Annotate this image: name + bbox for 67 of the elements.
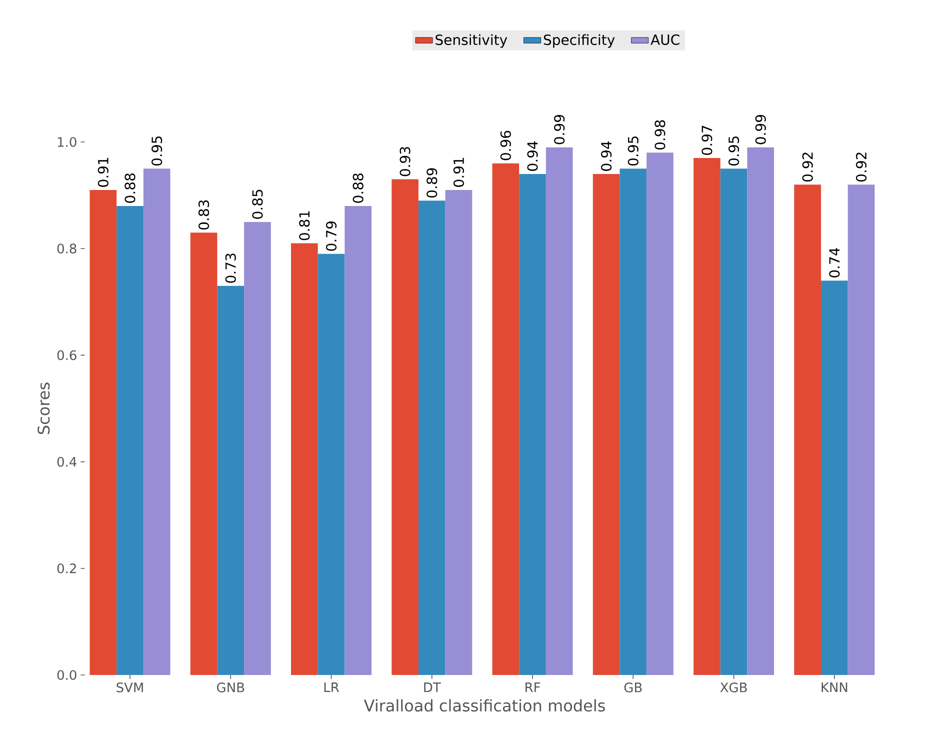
y-tick-label: 0.2 (57, 563, 76, 574)
bar (291, 243, 318, 675)
bar (90, 190, 117, 675)
bar (620, 168, 647, 675)
y-tick-label: 1.0 (58, 137, 76, 147)
data-label: 0.93 (400, 147, 410, 176)
y-tick-label: 0.0 (57, 670, 76, 680)
bar (445, 190, 472, 675)
data-label: 0.92 (856, 152, 867, 182)
x-tick-label: RF (526, 682, 540, 692)
data-label: 0.94 (527, 141, 538, 171)
data-label: 0.85 (252, 190, 263, 219)
data-label: 0.89 (426, 168, 438, 198)
bar (143, 168, 170, 675)
bar (244, 222, 271, 675)
bar (820, 280, 848, 675)
data-label: 0.74 (829, 248, 840, 278)
data-label: 0.91 (453, 158, 464, 187)
y-axis-title: Scores (38, 382, 50, 434)
data-label: 0.88 (352, 174, 364, 203)
x-tick-label: GNB (217, 682, 244, 692)
data-label: 0.95 (628, 136, 638, 166)
bar (747, 147, 774, 675)
bar (694, 158, 720, 675)
x-tick-label: SVM (116, 682, 143, 692)
x-tick-label: GB (624, 682, 642, 692)
bar (190, 232, 218, 675)
bar (116, 206, 144, 675)
x-tick-label: DT (424, 682, 441, 692)
data-label: 0.79 (326, 222, 337, 251)
data-label: 0.98 (654, 120, 666, 150)
bar (217, 286, 244, 675)
y-tick-label: 0.6 (57, 350, 76, 360)
bar (646, 152, 674, 675)
legend-label: AUC (650, 34, 680, 45)
bar (592, 174, 620, 675)
y-tick-label: 0.8 (57, 244, 76, 254)
data-label: 0.88 (124, 174, 136, 203)
bar (720, 168, 748, 675)
bar (848, 184, 875, 675)
bar (318, 254, 345, 675)
data-label: 0.92 (802, 152, 813, 182)
bar (794, 184, 821, 675)
y-tick-label: 0.4 (57, 456, 76, 467)
data-label: 0.73 (225, 254, 236, 283)
legend-label: Specificity (544, 34, 615, 48)
x-tick-label: KNN (822, 682, 848, 692)
x-axis-title: Viralload classification models (364, 699, 605, 712)
data-label: 0.91 (98, 158, 108, 187)
x-tick-label: LR (324, 682, 340, 692)
data-label: 0.96 (500, 130, 511, 160)
data-label: 0.97 (702, 126, 712, 155)
data-label: 0.95 (728, 136, 740, 166)
legend-label: Sensitivity (436, 34, 508, 48)
bar (344, 206, 372, 675)
bar (492, 163, 520, 675)
x-tick-label: XGB (720, 682, 747, 692)
bar (546, 147, 573, 675)
data-label: 0.83 (198, 200, 210, 230)
data-label: 0.99 (755, 114, 766, 144)
data-label: 0.99 (554, 114, 565, 144)
bar (519, 174, 546, 675)
data-label: 0.94 (601, 141, 612, 171)
bar (418, 200, 446, 675)
bar (392, 179, 418, 675)
data-label: 0.95 (152, 136, 162, 166)
data-label: 0.81 (299, 211, 310, 240)
